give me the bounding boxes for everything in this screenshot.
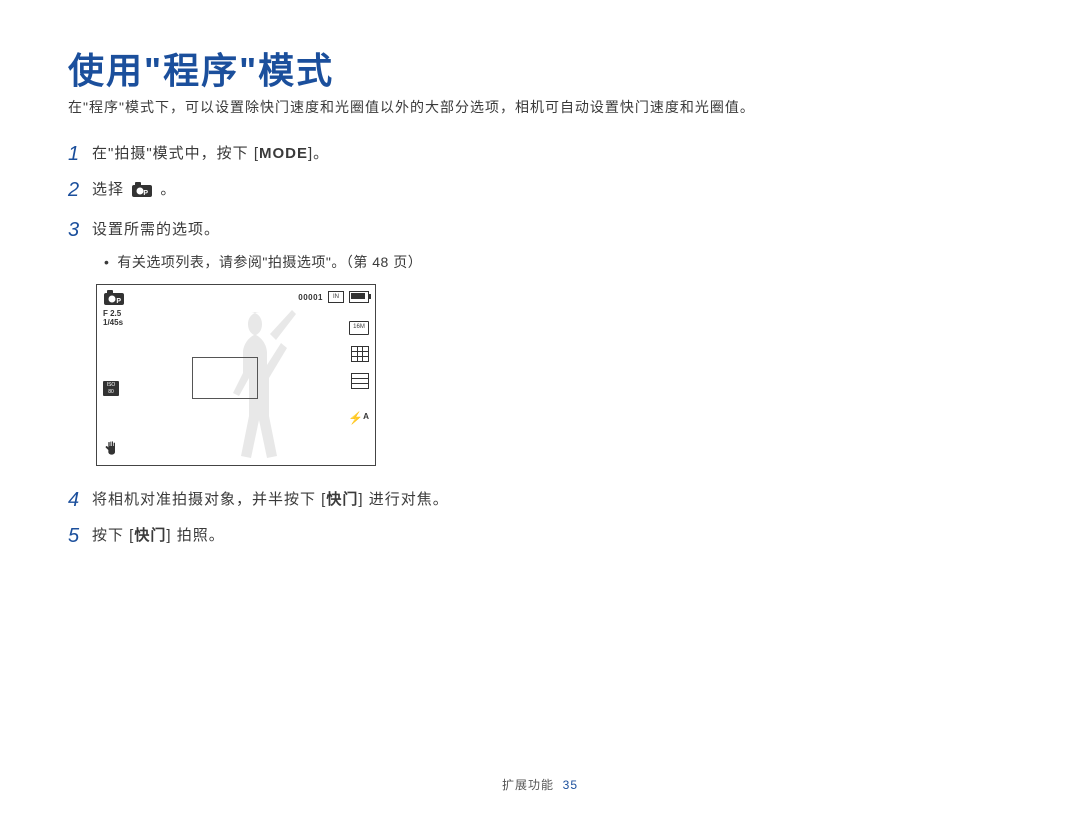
step-number: 5: [68, 522, 92, 550]
step-text-fragment: 选择: [92, 181, 129, 198]
key-label: MODE: [259, 145, 308, 162]
panel-icon: [351, 373, 369, 389]
step-number: 1: [68, 140, 92, 168]
iso-icon: ISO 80: [103, 381, 119, 396]
focus-frame: [192, 357, 258, 399]
page-title: 使用"程序"模式: [68, 42, 334, 94]
step-text: 选择 P 。: [92, 176, 176, 208]
footer-section: 扩展功能: [502, 778, 554, 792]
exposure-readout: F 2.5 1/45s: [103, 309, 123, 327]
preview-top-right: 00001 IN: [298, 291, 369, 303]
step-text: 在"拍摄"模式中，按下 [MODE]。: [92, 140, 329, 168]
step-text: 设置所需的选项。: [92, 216, 220, 244]
step-3: 3 设置所需的选项。: [68, 216, 788, 244]
svg-text:P: P: [144, 190, 150, 197]
camera-preview: P F 2.5 1/45s ISO 80 00001 IN 16M: [96, 284, 376, 466]
iso-value: 80: [108, 389, 114, 395]
battery-icon: [349, 291, 369, 303]
aperture-value: F 2.5: [103, 309, 121, 318]
step-text-fragment: 按下 [: [92, 527, 134, 544]
footer-page: 35: [563, 778, 578, 792]
step-text-fragment: ] 拍照。: [166, 527, 224, 544]
camera-p-icon: P: [131, 180, 153, 208]
step-text-fragment: ]。: [308, 145, 329, 162]
intro-text: 在"程序"模式下，可以设置除快门速度和光圈值以外的大部分选项，相机可自动设置快门…: [68, 97, 755, 117]
svg-text:P: P: [116, 298, 121, 305]
step-number: 4: [68, 486, 92, 514]
flash-icon: ⚡ᴬ: [348, 411, 369, 425]
step-5: 5 按下 [快门] 拍照。: [68, 522, 788, 550]
key-label: 快门: [134, 527, 166, 544]
step-1: 1 在"拍摄"模式中，按下 [MODE]。: [68, 140, 788, 168]
preview-right-icons: 16M: [349, 321, 369, 389]
step-text: 将相机对准拍摄对象，并半按下 [快门] 进行对焦。: [92, 486, 449, 514]
step-4: 4 将相机对准拍摄对象，并半按下 [快门] 进行对焦。: [68, 486, 788, 514]
step-number: 2: [68, 176, 92, 204]
page-footer: 扩展功能 35: [0, 776, 1080, 793]
step-text-fragment: 在"拍摄"模式中，按下 [: [92, 145, 259, 162]
step-text-fragment: 将相机对准拍摄对象，并半按下 [: [92, 491, 326, 508]
step-number: 3: [68, 216, 92, 244]
iso-label: ISO: [107, 382, 116, 388]
size-icon: 16M: [349, 321, 369, 335]
step-2: 2 选择 P 。: [68, 176, 788, 208]
step-text-fragment: ] 进行对焦。: [358, 491, 448, 508]
mode-icon: P: [103, 290, 125, 310]
storage-icon: IN: [328, 291, 344, 303]
stabilizer-icon: [103, 440, 119, 459]
key-label: 快门: [326, 491, 358, 508]
quality-icon: [351, 346, 369, 362]
steps-list: 1 在"拍摄"模式中，按下 [MODE]。 2 选择 P 。: [68, 140, 788, 558]
step-3-sub: 有关选项列表，请参阅"拍摄选项"。（第 48 页）: [104, 252, 788, 272]
step-text-fragment: 。: [160, 181, 176, 198]
shutter-value: 1/45s: [103, 318, 123, 327]
step-text: 按下 [快门] 拍照。: [92, 522, 225, 550]
